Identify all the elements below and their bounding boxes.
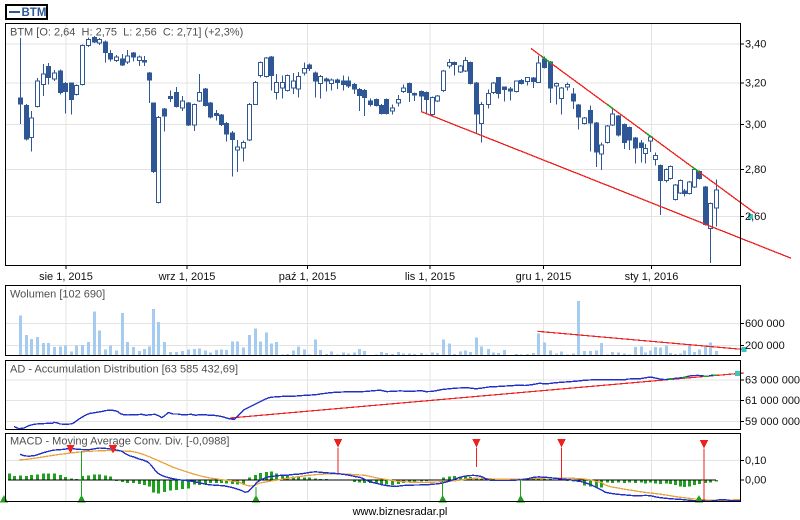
svg-text:3,40: 3,40	[745, 39, 766, 51]
svg-text:2,80: 2,80	[745, 164, 766, 176]
svg-text:63 000 000: 63 000 000	[745, 375, 800, 387]
svg-text:61 000 000: 61 000 000	[745, 395, 800, 407]
svg-text:sty 1, 2016: sty 1, 2016	[625, 271, 679, 283]
svg-text:lis 1, 2015: lis 1, 2015	[405, 271, 455, 283]
svg-text:BTM [O: 2,64 H: 2,75 L: 2,56: BTM [O: 2,64 H: 2,75 L: 2,56 C: 2,71] (+…	[10, 27, 243, 39]
svg-text:BTM: BTM	[22, 7, 47, 19]
svg-text:www.biznesradar.pl: www.biznesradar.pl	[352, 506, 448, 518]
svg-text:Wolumen [102 690]: Wolumen [102 690]	[10, 289, 105, 301]
svg-text:3,20: 3,20	[745, 78, 766, 90]
svg-text:0,10: 0,10	[745, 455, 766, 467]
svg-text:wrz 1, 2015: wrz 1, 2015	[158, 271, 216, 283]
svg-text:MACD - Moving Average Conv. Di: MACD - Moving Average Conv. Div. [-0,098…	[10, 436, 229, 448]
svg-text:2,60: 2,60	[745, 211, 766, 223]
svg-text:gru 1, 2015: gru 1, 2015	[516, 271, 572, 283]
svg-text:paź 1, 2015: paź 1, 2015	[279, 271, 337, 283]
svg-text:sie 1, 2015: sie 1, 2015	[39, 271, 93, 283]
svg-text:0,00: 0,00	[745, 475, 766, 487]
svg-text:600 000: 600 000	[745, 318, 785, 330]
svg-text:59 000 000: 59 000 000	[745, 416, 800, 428]
svg-text:3,00: 3,00	[745, 119, 766, 131]
svg-text:AD - Accumulation Distribution: AD - Accumulation Distribution [63 585 4…	[10, 364, 238, 376]
svg-text:200 000: 200 000	[745, 340, 785, 352]
